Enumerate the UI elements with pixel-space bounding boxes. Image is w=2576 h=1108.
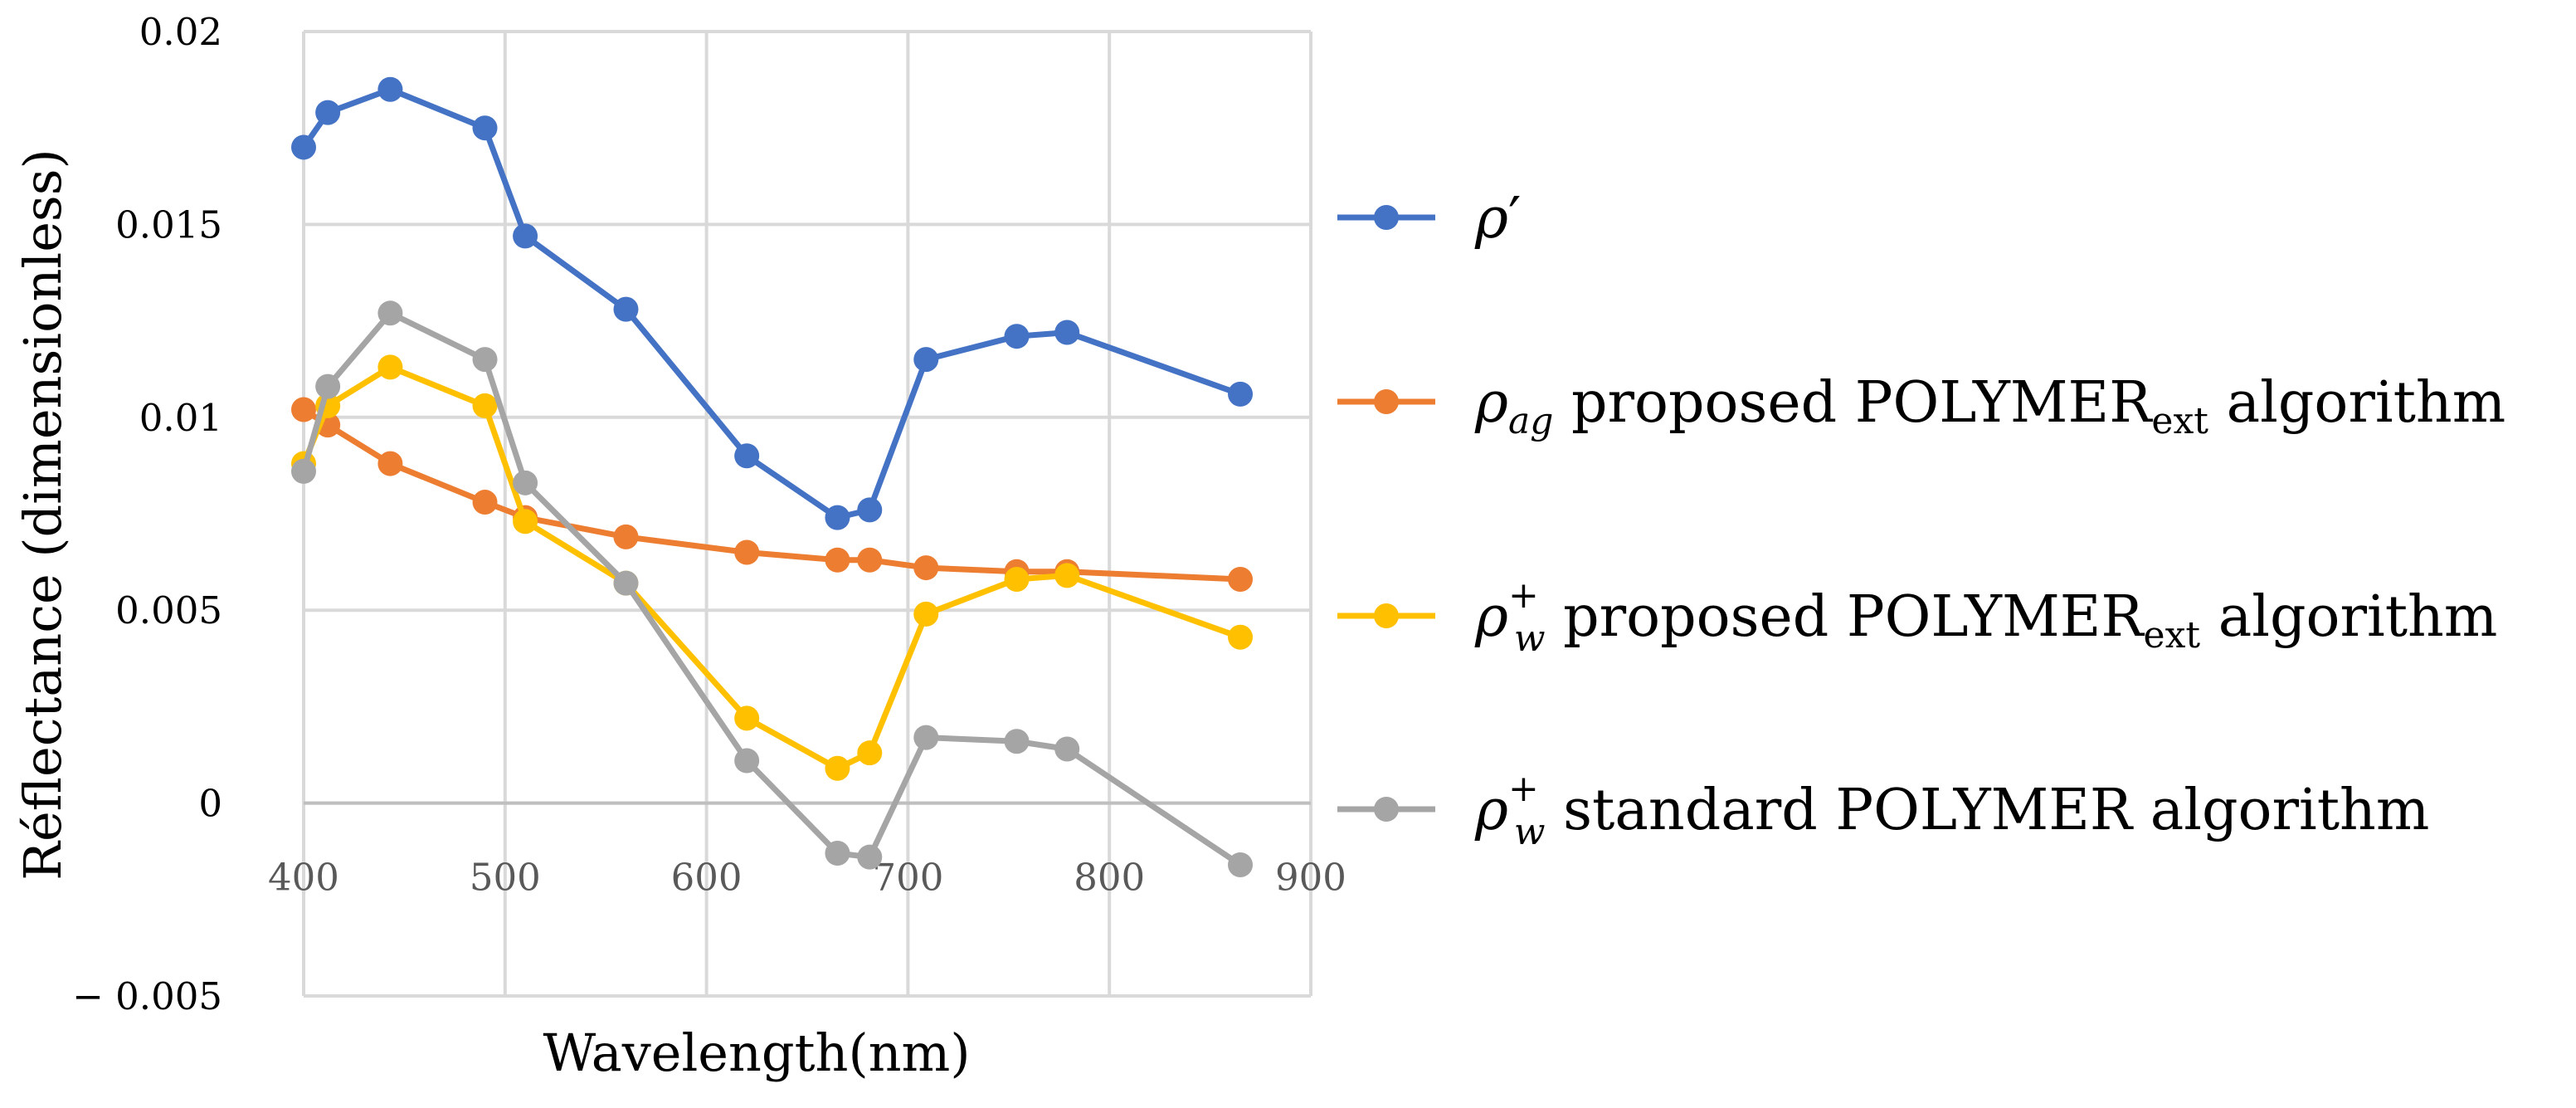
legend-label: ρ+w​ standard POLYMER algorithm (1474, 768, 2429, 853)
y-tick-label: 0.01 (139, 396, 222, 440)
series-line (300, 364, 1242, 772)
legend: ρ′ ρag​ proposed POLYMERext​ algorithm ρ+w… (1337, 186, 2505, 853)
data-point (734, 748, 760, 774)
data-point (291, 397, 316, 422)
series-line (302, 407, 1241, 583)
data-point (857, 497, 883, 523)
legend-marker (1374, 205, 1399, 230)
legend-marker (1374, 603, 1399, 628)
data-point (857, 844, 883, 870)
series-line (301, 86, 1242, 521)
data-point (377, 300, 403, 326)
data-point (513, 509, 538, 534)
legend-item-1: ρ′ (1337, 186, 1521, 251)
data-point (472, 393, 498, 418)
data-point (825, 841, 850, 866)
legend-marker (1374, 797, 1399, 822)
data-point (913, 347, 939, 373)
data-point (613, 570, 639, 596)
data-point (913, 601, 939, 627)
legend-item-2: ρag​ proposed POLYMERext​ algorithm (1337, 370, 2505, 442)
series-4 (291, 300, 1254, 877)
series-group (291, 76, 1254, 877)
data-point (291, 458, 316, 484)
y-axis-title: Réflectance (dimensionless) (12, 149, 73, 880)
legend-item-3: ρ+w​ proposed POLYMERext​ algorithm (1337, 574, 2497, 660)
data-point (825, 505, 850, 530)
data-point (291, 134, 316, 160)
x-tick-label: 700 (872, 856, 943, 900)
data-point (1054, 563, 1080, 588)
data-point (1054, 736, 1080, 762)
data-point (1004, 324, 1030, 349)
data-point (913, 725, 939, 750)
legend-item-4: ρ+w​ standard POLYMER algorithm (1337, 768, 2429, 853)
y-tick-label: 0 (198, 782, 222, 826)
data-point (315, 100, 341, 125)
data-point (857, 740, 883, 766)
data-point (734, 539, 760, 565)
legend-label: ρag​ proposed POLYMERext​ algorithm (1474, 370, 2505, 442)
series-1 (291, 76, 1254, 530)
data-point (472, 347, 498, 373)
data-point (513, 223, 538, 249)
data-point (1004, 567, 1030, 593)
x-tick-label: 900 (1275, 856, 1346, 900)
data-point (1228, 381, 1254, 407)
grid (302, 30, 1312, 998)
legend-label: ρ+w​ proposed POLYMERext​ algorithm (1474, 574, 2497, 660)
y-tick-label: − 0.005 (72, 974, 222, 1018)
data-point (377, 76, 403, 102)
x-tick-label: 800 (1074, 856, 1145, 900)
data-point (825, 547, 850, 573)
legend-marker (1374, 389, 1399, 414)
data-point (825, 755, 850, 781)
legend-label: ρ′ (1474, 186, 1521, 251)
data-point (377, 451, 403, 476)
data-point (1004, 729, 1030, 754)
x-tick-label: 400 (268, 856, 339, 900)
data-point (377, 354, 403, 380)
data-point (613, 296, 639, 322)
data-point (513, 470, 538, 495)
data-point (472, 115, 498, 141)
data-point (1228, 567, 1254, 593)
data-point (1228, 852, 1254, 877)
y-tick-label: 0.015 (115, 203, 222, 246)
data-point (913, 555, 939, 581)
y-tick-label: 0.02 (139, 10, 222, 54)
x-axis-title: Wavelength(nm) (543, 1023, 970, 1083)
data-point (1054, 320, 1080, 345)
data-point (472, 490, 498, 515)
data-point (857, 547, 883, 573)
x-tick-label: 500 (470, 856, 541, 900)
x-tick-label: 600 (671, 856, 743, 900)
y-axis-tick-labels: 0.02 0.015 0.01 0.005 0 − 0.005 (72, 10, 222, 1018)
data-point (613, 524, 639, 549)
data-point (734, 705, 760, 731)
data-point (1228, 624, 1254, 650)
data-point (315, 373, 341, 399)
x-axis-tick-labels: 400 500 600 700 800 900 (268, 856, 1346, 900)
data-point (734, 443, 760, 469)
y-tick-label: 0.005 (115, 588, 222, 632)
